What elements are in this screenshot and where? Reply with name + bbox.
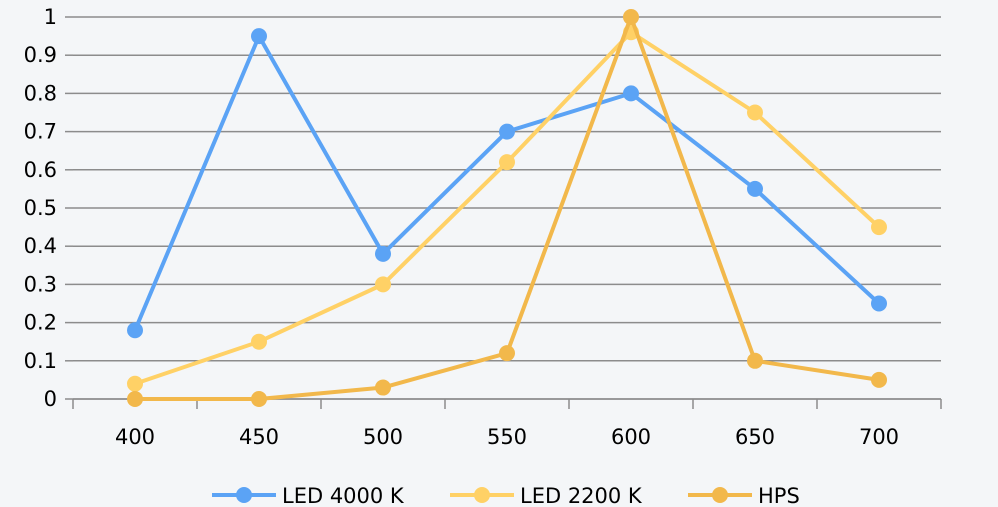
data-point: [251, 28, 267, 45]
y-tick-label: 0.2: [24, 311, 57, 335]
data-point: [623, 85, 639, 102]
data-point: [499, 154, 515, 171]
series-led-4000-k: [127, 28, 887, 339]
data-point: [871, 219, 887, 236]
data-point: [747, 104, 763, 121]
x-tick-label: 500: [363, 425, 403, 449]
data-point: [871, 295, 887, 312]
series-led-2200-k: [127, 24, 887, 392]
y-axis-ticks: 0 0.1 0.2 0.3 0.4 0.5 0.6 0.7 0.8 0.9 1: [24, 5, 73, 411]
data-point: [747, 180, 763, 197]
x-tick-label: 600: [611, 425, 651, 449]
legend-item: HPS: [688, 484, 800, 507]
y-tick-label: 0: [44, 387, 57, 411]
y-tick-label: 0.7: [24, 120, 57, 144]
y-tick-label: 1: [44, 5, 57, 29]
data-point: [127, 375, 143, 392]
legend: LED 4000 K LED 2200 K HPS: [212, 484, 800, 507]
data-point: [375, 245, 391, 262]
y-tick-label: 0.5: [24, 196, 57, 220]
x-tick-label: 550: [487, 425, 527, 449]
data-point: [747, 352, 763, 369]
y-tick-label: 0.4: [24, 234, 57, 258]
y-tick-label: 0.8: [24, 81, 57, 105]
y-tick-label: 0.6: [24, 158, 57, 182]
data-point: [251, 333, 267, 350]
gridlines: [73, 16, 941, 400]
x-tick-label: 650: [735, 425, 775, 449]
data-point: [127, 322, 143, 339]
data-point: [499, 123, 515, 140]
legend-label: HPS: [758, 484, 800, 507]
legend-label: LED 4000 K: [282, 484, 405, 507]
series-line: [133, 34, 881, 332]
data-point: [251, 391, 267, 407]
data-point: [623, 9, 639, 25]
data-point: [375, 276, 391, 293]
y-tick-label: 0.1: [24, 349, 57, 373]
legend-label: LED 2200 K: [520, 484, 643, 507]
x-tick-label: 400: [115, 425, 155, 449]
y-tick-label: 0.3: [24, 272, 57, 296]
y-tick-label: 0.9: [24, 43, 57, 67]
series-group: [127, 9, 887, 407]
data-point: [375, 379, 391, 396]
legend-swatch-marker: [712, 487, 728, 503]
legend-swatch-marker: [474, 487, 490, 503]
x-axis: 400 450 500 550 600 650 700: [72, 398, 942, 449]
legend-item: LED 4000 K: [212, 484, 405, 507]
legend-swatch-marker: [236, 487, 252, 503]
data-point: [871, 371, 887, 388]
x-tick-label: 700: [859, 425, 899, 449]
x-tick-label: 450: [239, 425, 279, 449]
data-point: [499, 345, 515, 362]
legend-item: LED 2200 K: [450, 484, 643, 507]
series-hps: [127, 9, 887, 407]
data-point: [127, 391, 143, 407]
